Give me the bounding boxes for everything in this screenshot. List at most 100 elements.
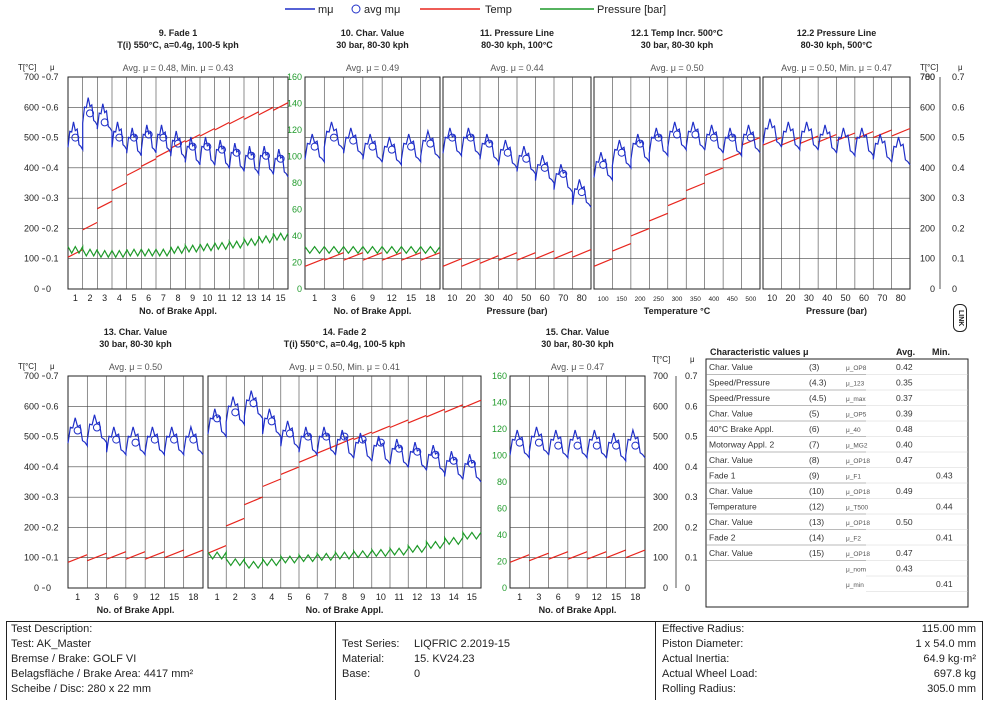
temp-tick: 400 <box>653 462 668 472</box>
avg-mu-point <box>329 133 338 142</box>
link-badge[interactable]: LINK <box>953 304 967 332</box>
avg-mu-point <box>71 133 80 142</box>
plot-frame <box>509 375 646 589</box>
temp-tick: 600 <box>24 102 39 112</box>
x-tick-label: 9 <box>360 592 365 602</box>
x-tick-label: 12 <box>387 293 397 303</box>
x-axis-label: No. of Brake Appl. <box>539 605 617 615</box>
avg-mu-point <box>612 441 621 450</box>
avg-mu-point <box>86 109 94 118</box>
footer-value: 115.00 mm <box>921 623 976 635</box>
avg-mu-point <box>515 438 524 447</box>
x-tick-label: 5 <box>287 592 292 602</box>
avg-mu-point <box>467 459 476 468</box>
x-tick-label: 12 <box>412 592 422 602</box>
mu-tick: 0.6 <box>685 401 698 411</box>
table-cell-ref: (7) <box>809 440 820 450</box>
avg-mu-point <box>728 133 737 142</box>
mu-line <box>442 127 592 208</box>
table-cell-ref: (6) <box>809 424 820 434</box>
temp-tick: 100 <box>24 254 39 264</box>
x-tick-label: 6 <box>556 592 561 602</box>
table-cell-symbol: μ_max <box>846 396 866 403</box>
legend-label: avg mμ <box>364 4 400 16</box>
mu-line <box>509 426 646 463</box>
avg-mu-point <box>636 139 645 148</box>
x-tick-label: 350 <box>690 296 701 303</box>
x-tick-label: 250 <box>653 296 664 303</box>
temp-tick: 0 <box>663 583 668 593</box>
footer-key: Effective Radius: <box>662 623 745 635</box>
footer-key: Base: <box>342 668 371 680</box>
pressure-tick: 60 <box>497 504 507 514</box>
x-tick-label: 9 <box>190 293 195 303</box>
x-tick-label: 18 <box>425 293 435 303</box>
x-tick-label: 70 <box>877 293 887 303</box>
temp-tick: 400 <box>24 163 39 173</box>
mu-tick: 0 <box>952 284 957 294</box>
x-tick-label: 1 <box>73 293 78 303</box>
pressure-tick: 140 <box>492 398 507 408</box>
mu-tick: 0.3 <box>685 492 698 502</box>
table-cell-avg: 0.48 <box>896 424 913 434</box>
mu-tick: 0.2 <box>46 522 59 532</box>
x-tick-label: 12 <box>592 592 602 602</box>
x-tick-label: 10 <box>202 293 212 303</box>
avg-mu-point <box>232 148 241 157</box>
mu-tick: 0.4 <box>952 163 965 173</box>
avg-mu-point <box>617 148 626 157</box>
table-cell-name: Temperature <box>709 502 757 512</box>
avg-mu-point <box>170 435 179 444</box>
mu-tick: 0.5 <box>46 133 59 143</box>
table-cell-symbol: μ_OP18 <box>846 551 870 558</box>
x-tick-label: 18 <box>630 592 640 602</box>
avg-mu-point <box>131 438 140 447</box>
plot-frame <box>207 375 482 589</box>
pressure-tick: 0 <box>502 583 507 593</box>
mu-tick: 0.6 <box>46 401 59 411</box>
table-cell-ref: (14) <box>809 533 824 543</box>
x-axis-label: Temperature °C <box>644 306 711 316</box>
mu-tick: 0.1 <box>685 553 698 563</box>
table-cell-symbol: μ_OP5 <box>846 412 867 419</box>
x-tick-label: 7 <box>324 592 329 602</box>
x-tick-label: 13 <box>430 592 440 602</box>
table-cell-ref: (4.3) <box>809 378 827 388</box>
pressure-line <box>67 232 289 259</box>
avg-mu-point <box>709 133 718 142</box>
x-tick-label: 200 <box>635 296 646 303</box>
x-axis-label: Pressure (bar) <box>486 306 547 316</box>
avg-mu-point <box>144 130 153 139</box>
temp-tick: 500 <box>920 133 935 143</box>
footer-line: Test Description: <box>11 623 93 635</box>
x-tick-label: 15 <box>611 592 621 602</box>
x-tick-label: 300 <box>672 296 683 303</box>
table-cell-symbol: μ_OP18 <box>846 458 870 465</box>
mu-tick: 0.3 <box>952 193 965 203</box>
mu-tick: 0.4 <box>46 462 59 472</box>
table-cell-symbol: μ_min <box>846 582 864 589</box>
table-cell-symbol: μ_F1 <box>846 474 861 481</box>
mu-tick: 0.5 <box>46 432 59 442</box>
x-tick-label: 2 <box>233 592 238 602</box>
pressure-line <box>207 530 482 570</box>
avg-mu-point <box>188 142 197 151</box>
avg-mu-point <box>247 151 256 160</box>
mu-tick: 0.2 <box>952 223 965 233</box>
footer-value: 305.0 mm <box>927 683 976 695</box>
chart-subtitle: T(i) 550°C, a=0.4g, 100-5 kph <box>117 40 238 50</box>
pressure-tick: 40 <box>497 530 507 540</box>
mu-tick: 0.4 <box>685 462 698 472</box>
avg-mu-point <box>130 133 138 142</box>
temp-tick: 200 <box>653 522 668 532</box>
x-tick-label: 50 <box>521 293 531 303</box>
table-cell-avg: 0.49 <box>896 486 913 496</box>
table-cell-ref: (13) <box>809 517 824 527</box>
temp-tick: 200 <box>24 223 39 233</box>
x-tick-label: 9 <box>575 592 580 602</box>
table-cell-name: Speed/Pressure <box>709 378 770 388</box>
footer-key: Piston Diameter: <box>662 638 744 650</box>
avg-mu-point <box>592 441 601 450</box>
chart-title: 11. Pressure Line <box>480 28 554 38</box>
plot-frame <box>593 76 761 290</box>
